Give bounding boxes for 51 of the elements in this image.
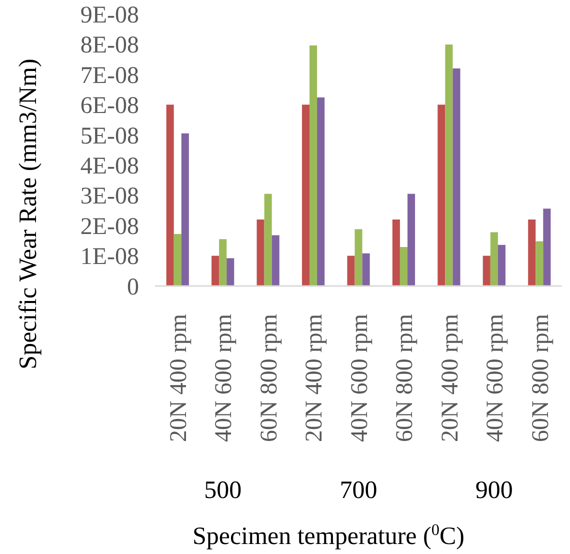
x-axis-title: Specimen temperature ($^{0}$C) xyxy=(192,521,464,550)
x-tick-label: 20N 400 rpm xyxy=(166,314,192,442)
bar xyxy=(445,44,453,286)
y-tick-label: 1E-08 xyxy=(80,244,139,270)
y-tick-label: 5E-08 xyxy=(80,123,139,150)
bar xyxy=(498,244,506,286)
y-tick-label: 4E-08 xyxy=(80,154,139,180)
bar xyxy=(354,229,362,286)
text: 700 xyxy=(340,477,378,504)
bar xyxy=(490,232,498,286)
bar xyxy=(528,220,536,286)
bar xyxy=(272,235,280,286)
x-tick-label: 20N 400 rpm xyxy=(302,314,328,442)
y-tick-label: 7E-08 xyxy=(80,62,139,89)
bar xyxy=(174,234,182,286)
bar xyxy=(181,133,189,286)
bar xyxy=(482,256,490,286)
y-tick-label: 8E-08 xyxy=(80,32,139,59)
y-tick-label: 2E-08 xyxy=(80,214,139,240)
bar xyxy=(212,256,220,286)
x-tick-label: 20N 400 rpm xyxy=(437,314,464,442)
y-tick-label: 3E-08 xyxy=(80,184,139,210)
bar xyxy=(317,97,325,286)
bar xyxy=(543,208,551,286)
y-tick-label: 6E-08 xyxy=(80,93,139,120)
bar xyxy=(347,256,355,286)
bar xyxy=(392,220,400,286)
x-tick-label: 40N 600 rpm xyxy=(211,314,238,442)
y-tick-label: 9E-08 xyxy=(80,2,139,28)
bar xyxy=(438,104,446,286)
bar xyxy=(362,253,370,286)
text: 900 xyxy=(475,477,513,504)
bar xyxy=(256,220,264,286)
x-tick-label: 40N 600 rpm xyxy=(346,314,373,442)
bar xyxy=(226,258,234,286)
x-tick-label: 60N 800 rpm xyxy=(256,314,282,442)
bar xyxy=(302,104,310,286)
bar xyxy=(452,68,460,286)
y-tick-label: 0 xyxy=(127,274,139,300)
x-tick-label: 40N 600 rpm xyxy=(482,314,509,442)
bar xyxy=(166,104,174,286)
bar xyxy=(219,239,227,286)
x-tick-label: 60N 800 rpm xyxy=(392,314,418,442)
bar xyxy=(407,194,416,286)
bar xyxy=(264,194,272,286)
bar xyxy=(400,247,408,286)
y-axis-title: Specific Wear Rate (mm3/Nm) xyxy=(15,58,42,370)
x-tick-label: 60N 800 rpm xyxy=(528,314,554,442)
bar xyxy=(536,241,544,286)
text: 500 xyxy=(204,477,242,504)
bar xyxy=(310,45,318,286)
